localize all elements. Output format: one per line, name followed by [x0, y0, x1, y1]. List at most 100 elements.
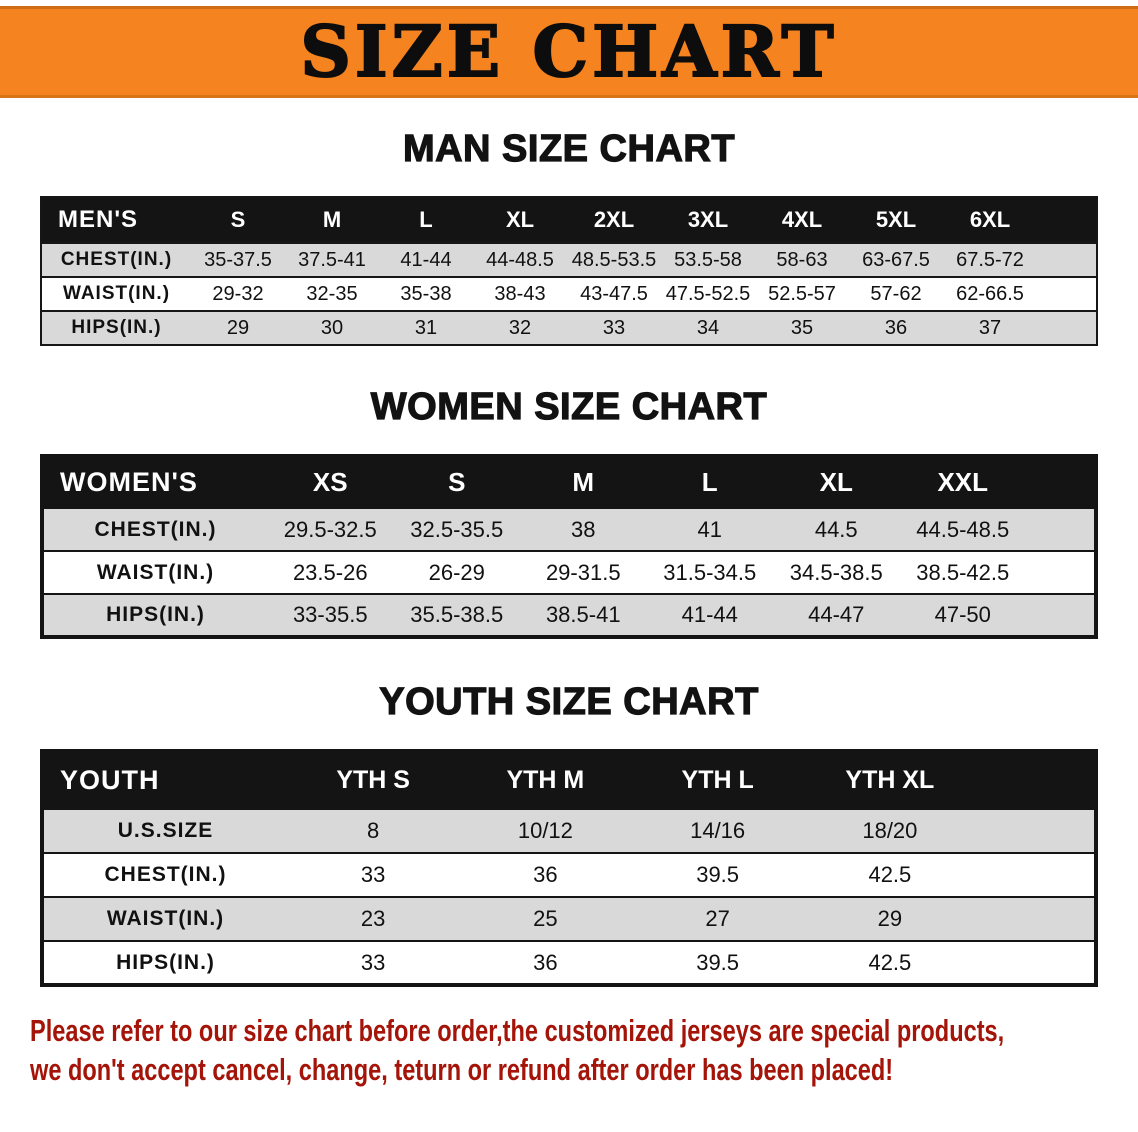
size-header-cell: 2XL [593, 207, 635, 232]
size-header-cell: XL [505, 207, 535, 232]
measurement-value-cell: 32 [508, 316, 532, 339]
measurement-row: CHEST(IN.) 35-37.5 37.5-41 41-44 44-48.5 48.5… [41, 243, 1097, 277]
measurement-value-cell: 39.5 [696, 862, 740, 887]
measurement-value-cell: 52.5-57 [768, 282, 836, 305]
spacer-cell [1026, 594, 1096, 637]
size-header-cell: YTH L [681, 766, 754, 794]
spacer-cell [1037, 277, 1097, 311]
disclaimer-line-1: Please refer to our size chart before or… [30, 1013, 1005, 1048]
size-header-cell: 5XL [875, 207, 917, 232]
measurement-value-cell: 43-47.5 [580, 282, 648, 305]
men-size-chart-section: MAN SIZE CHART MEN'S S M L XL 2XL 3XL 4XL 5XL 6XL… [0, 126, 1138, 346]
measurement-value-cell: 8 [367, 818, 380, 843]
size-header-cell: 6XL [969, 207, 1011, 232]
measurement-value-cell: 23.5-26 [292, 559, 368, 585]
measurement-value-cell: 47.5-52.5 [665, 282, 751, 305]
men-size-table: MEN'S S M L XL 2XL 3XL 4XL 5XL 6XL CHEST(IN.) 35-37… [40, 196, 1098, 346]
measurement-label-cell: CHEST(IN.) [104, 863, 227, 886]
measurement-label-cell: WAIST(IN.) [96, 560, 215, 584]
measurement-value-cell: 41-44 [681, 602, 738, 627]
measurement-value-cell: 36 [884, 316, 908, 339]
measurement-value-cell: 32.5-35.5 [410, 516, 504, 542]
spacer-cell [976, 853, 1096, 897]
youth-size-chart-section: YOUTH SIZE CHART YOUTH YTH S YTH M YTH L YTH… [0, 679, 1138, 987]
spacer-cell [1026, 551, 1096, 594]
table-title-cell: YOUTH [60, 765, 160, 795]
measurement-value-cell: 38.5-41 [545, 602, 621, 627]
measurement-value-cell: 39.5 [696, 949, 740, 975]
measurement-value-cell: 18/20 [862, 818, 918, 843]
measurement-value-cell: 53.5-58 [674, 248, 742, 271]
disclaimer: Please refer to our size chart before or… [0, 1011, 1138, 1089]
measurement-value-cell: 37 [978, 316, 1002, 339]
measurement-value-cell: 29.5-32.5 [283, 516, 377, 542]
measurement-value-cell: 44-47 [808, 602, 865, 627]
measurement-value-cell: 42.5 [868, 949, 912, 975]
size-chart-banner: SIZE CHART [0, 6, 1138, 98]
measurement-value-cell: 32-35 [306, 282, 358, 305]
spacer-cell [976, 897, 1096, 941]
measurement-value-cell: 30 [320, 316, 344, 339]
measurement-value-cell: 44.5 [814, 516, 858, 542]
measurement-value-cell: 37.5-41 [298, 248, 366, 271]
size-header-cell: YTH XL [845, 766, 935, 794]
measurement-value-cell: 42.5 [868, 862, 912, 887]
measurement-value-cell: 36 [533, 949, 558, 975]
measurement-label-cell: HIPS(IN.) [116, 950, 215, 974]
measurement-row: U.S.SIZE 8 10/12 14/16 18/20 [42, 809, 1096, 853]
measurement-value-cell: 33-35.5 [292, 602, 368, 627]
measurement-label-cell: CHEST(IN.) [94, 517, 217, 541]
measurement-value-cell: 34.5-38.5 [789, 559, 883, 585]
measurement-value-cell: 33 [602, 316, 626, 339]
measurement-value-cell: 44.5-48.5 [916, 516, 1010, 542]
measurement-row: HIPS(IN.) 33-35.5 35.5-38.5 38.5-41 41-44 44-… [42, 594, 1096, 637]
measurement-value-cell: 34 [696, 316, 720, 339]
size-header-cell: M [572, 467, 595, 497]
measurement-value-cell: 35-37.5 [204, 248, 272, 271]
measurement-value-cell: 33 [360, 949, 386, 975]
measurement-value-cell: 10/12 [517, 818, 573, 843]
measurement-value-cell: 63-67.5 [862, 248, 930, 271]
spacer-cell [1037, 197, 1097, 243]
measurement-value-cell: 41 [697, 516, 722, 542]
measurement-value-cell: 27 [705, 906, 730, 931]
measurement-value-cell: 31 [414, 316, 438, 339]
spacer-cell [976, 941, 1096, 985]
women-size-chart-section: WOMEN SIZE CHART WOMEN'S XS S M L XL XXL CHEST(… [0, 384, 1138, 639]
measurement-value-cell: 31.5-34.5 [663, 559, 757, 585]
measurement-value-cell: 29-32 [212, 282, 264, 305]
measurement-value-cell: 44-48.5 [486, 248, 554, 271]
measurement-row: HIPS(IN.) 33 36 39.5 42.5 [42, 941, 1096, 985]
spacer-cell [1037, 243, 1097, 277]
measurement-value-cell: 47-50 [934, 602, 991, 627]
size-header-cell: S [448, 467, 466, 497]
measurement-row: HIPS(IN.) 29 30 31 32 33 34 35 36 37 [41, 311, 1097, 345]
spacer-cell [1037, 311, 1097, 345]
measurement-value-cell: 48.5-53.5 [571, 248, 657, 271]
measurement-value-cell: 41-44 [400, 248, 452, 271]
measurement-value-cell: 57-62 [870, 282, 922, 305]
measurement-value-cell: 25 [533, 906, 558, 931]
women-size-table: WOMEN'S XS S M L XL XXL CHEST(IN.) 29.5-32.5 32.5… [40, 454, 1098, 639]
size-header-cell: S [230, 207, 246, 232]
size-header-cell: XXL [937, 467, 989, 497]
measurement-value-cell: 36 [533, 862, 558, 887]
measurement-label-cell: CHEST(IN.) [60, 249, 173, 270]
table-header-row: YOUTH YTH S YTH M YTH L YTH XL [42, 751, 1096, 809]
size-header-cell: 3XL [687, 207, 729, 232]
size-header-cell: 4XL [781, 207, 823, 232]
measurement-value-cell: 26-29 [428, 559, 485, 585]
measurement-row: WAIST(IN.) 23 25 27 29 [42, 897, 1096, 941]
disclaimer-line-2: we don't accept cancel, change, teturn o… [30, 1052, 894, 1087]
spacer-cell [976, 809, 1096, 853]
banner-title: SIZE CHART [299, 10, 838, 93]
measurement-label-cell: HIPS(IN.) [106, 603, 205, 626]
youth-size-table: YOUTH YTH S YTH M YTH L YTH XL U.S.SIZE 8 10/12… [40, 749, 1098, 987]
measurement-value-cell: 29 [877, 906, 903, 931]
measurement-row: WAIST(IN.) 23.5-26 26-29 29-31.5 31.5-34.5 34… [42, 551, 1096, 594]
measurement-value-cell: 23 [360, 906, 386, 931]
table-header-row: WOMEN'S XS S M L XL XXL [42, 456, 1096, 508]
measurement-label-cell: WAIST(IN.) [106, 907, 225, 930]
size-header-cell: YTH M [506, 766, 585, 794]
measurement-label-cell: WAIST(IN.) [62, 283, 171, 304]
